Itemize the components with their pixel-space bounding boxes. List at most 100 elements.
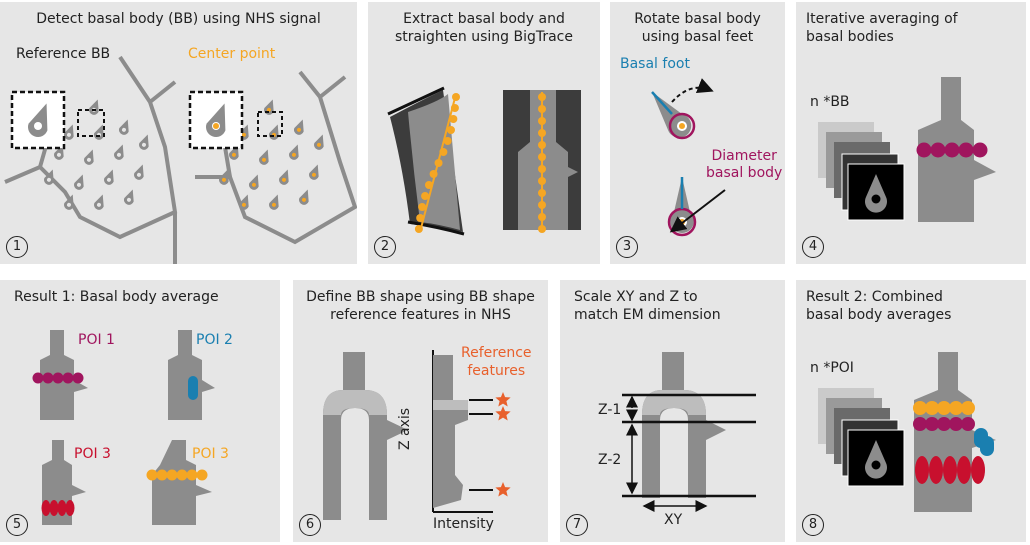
bead — [913, 417, 927, 431]
panel-7-title: Scale XY and Z to match EM dimension — [574, 289, 721, 323]
bead — [961, 401, 975, 415]
basal-body — [63, 124, 74, 140]
trace-point — [443, 137, 452, 145]
trace-point — [538, 129, 546, 137]
bead — [72, 372, 84, 384]
trace-point — [538, 201, 546, 209]
panel-6-title: Define BB shape using BB shape reference… — [306, 289, 535, 323]
basal-body — [133, 164, 144, 180]
trace-curved — [414, 93, 460, 233]
poi3b-label: POI 3 — [192, 446, 229, 462]
bead — [957, 456, 971, 484]
bead — [943, 456, 957, 484]
basal-body — [88, 99, 99, 115]
bead — [944, 142, 960, 158]
n-poi-label: n *POI — [810, 360, 854, 376]
basal-body — [93, 124, 104, 140]
panel-6-number: 6 — [299, 514, 321, 536]
basal-body — [218, 169, 229, 185]
poi1-beads — [32, 372, 84, 384]
panel-4: Iterative averaging of basal bodies n *B… — [796, 2, 1026, 264]
basal-foot-label: Basal foot — [620, 56, 690, 72]
panel-6: Define BB shape using BB shape reference… — [293, 280, 548, 542]
diameter-label: Diameter basal body — [706, 148, 783, 181]
panel-6-graphic — [323, 350, 511, 520]
bead — [929, 456, 943, 484]
panel-3: Rotate basal body using basal feet Basal… — [610, 2, 785, 264]
panel-7: Scale XY and Z to match EM dimension Z-1… — [560, 280, 785, 542]
bead — [913, 401, 927, 415]
bead — [196, 469, 208, 481]
bead — [32, 372, 44, 384]
trace-point — [538, 141, 546, 149]
panel-4-title: Iterative averaging of basal bodies — [806, 11, 958, 45]
bead — [930, 142, 946, 158]
panel-3-title: Rotate basal body using basal feet — [634, 11, 761, 45]
basal-body — [308, 164, 319, 180]
bead — [41, 500, 51, 516]
intensity-label: Intensity — [433, 516, 494, 532]
panel-5: Result 1: Basal body average POI 1 POI 2… — [0, 280, 280, 542]
panel-5-graphic — [32, 330, 215, 525]
bead — [958, 142, 974, 158]
panel-8-graphic — [818, 352, 996, 512]
basal-body — [293, 119, 304, 135]
bead — [49, 500, 59, 516]
basal-body — [288, 144, 299, 160]
z-axis-label: Z axis — [397, 407, 413, 450]
bead — [156, 469, 168, 481]
trace-point — [538, 117, 546, 125]
n-bb-label: n *BB — [810, 94, 850, 110]
bead — [925, 401, 939, 415]
poi3a-label: POI 3 — [74, 446, 111, 462]
trace-point — [538, 189, 546, 197]
basal-body — [263, 99, 274, 115]
basal-body — [93, 194, 104, 210]
magenta-beads — [916, 142, 988, 158]
bead — [937, 401, 951, 415]
panel-7-graphic — [622, 352, 756, 512]
basal-bodies-left — [43, 99, 149, 210]
poi3a-beads — [41, 500, 75, 516]
basal-body — [53, 144, 64, 160]
reference-star — [495, 482, 511, 497]
bead — [62, 372, 74, 384]
basal-body — [123, 189, 134, 205]
reference-star — [495, 392, 511, 407]
trace-point — [538, 225, 546, 233]
panel-1-number: 1 — [6, 236, 28, 258]
reference-stars — [469, 392, 511, 497]
bead — [972, 142, 988, 158]
reference-features-label: Reference features — [461, 345, 532, 379]
trace-point — [418, 203, 427, 211]
basal-body — [63, 194, 74, 210]
panel-1-title: Detect basal body (BB) using NHS signal — [36, 11, 321, 27]
bead — [925, 417, 939, 431]
trace-point — [538, 165, 546, 173]
z2-label: Z-2 — [598, 452, 622, 468]
bead — [42, 372, 54, 384]
trace-straight — [538, 92, 546, 233]
center-point-label: Center point — [188, 46, 276, 62]
panel-5-title: Result 1: Basal body average — [14, 289, 219, 305]
panel-7-number: 7 — [566, 514, 588, 536]
trace-point — [446, 126, 455, 134]
basal-body — [43, 169, 54, 185]
bead — [949, 401, 963, 415]
basal-bodies-right — [218, 99, 324, 210]
trace-point — [538, 213, 546, 221]
trace-point — [421, 192, 430, 200]
reference-bb-label: Reference BB — [16, 46, 111, 62]
basal-body — [268, 194, 279, 210]
panel-5-number: 5 — [6, 514, 28, 536]
bead — [937, 417, 951, 431]
bead — [961, 417, 975, 431]
bead — [971, 456, 985, 484]
poi3b-beads — [146, 469, 208, 481]
red-beads — [915, 456, 985, 484]
basal-body — [138, 134, 149, 150]
bead — [186, 469, 198, 481]
bead — [146, 469, 158, 481]
basal-body — [268, 124, 279, 140]
panel-8: Result 2: Combined basal body averages n… — [796, 280, 1026, 542]
